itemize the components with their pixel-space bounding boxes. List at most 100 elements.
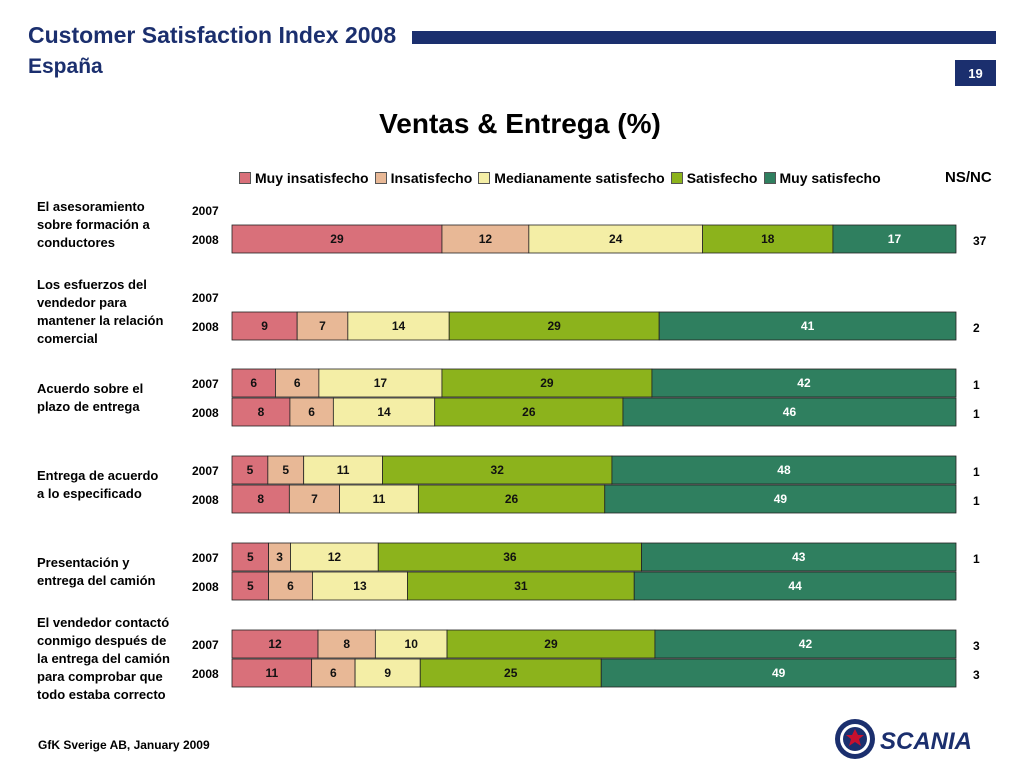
bar-value-label: 29 (544, 637, 558, 651)
bar-value-label: 9 (261, 319, 268, 333)
year-label: 2008 (192, 580, 219, 594)
bar-value-label: 8 (343, 637, 350, 651)
legend-item: Muy satisfecho (763, 170, 881, 186)
bar-segment (296, 311, 349, 341)
bar-value-label: 6 (250, 376, 257, 390)
bar-value-label: 31 (514, 579, 528, 593)
legend-label: Muy insatisfecho (255, 170, 369, 186)
bar-segment (231, 368, 276, 398)
bar-value-label: 24 (609, 232, 623, 246)
category-label: conmigo después de (37, 633, 166, 648)
legend-swatch (239, 172, 251, 184)
bar-segment (374, 629, 448, 659)
bar-segment (347, 311, 450, 341)
bar-value-label: 7 (311, 492, 318, 506)
bar-value-label: 5 (247, 579, 254, 593)
bar-segment (448, 311, 660, 341)
bar-value-label: 26 (505, 492, 519, 506)
year-label: 2007 (192, 638, 219, 652)
nsnc-value: 2 (973, 321, 980, 335)
bar-segment (318, 368, 443, 398)
category-label: todo estaba correcto (37, 687, 166, 702)
bar-segment (268, 571, 313, 601)
legend-item: Muy insatisfecho (239, 170, 369, 186)
year-label: 2008 (192, 406, 219, 420)
bar-value-label: 5 (247, 550, 254, 564)
bar-segment (407, 571, 635, 601)
bar-value-label: 42 (799, 637, 813, 651)
legend-item: Insatisfecho (374, 170, 473, 186)
bar-value-label: 36 (503, 550, 517, 564)
bar-value-label: 11 (337, 463, 350, 477)
legend-label: Muy satisfecho (779, 170, 881, 186)
category-label: Acuerdo sobre el (37, 381, 143, 396)
nsnc-column-header: NS/NC (945, 169, 992, 186)
bar-segment (528, 224, 704, 254)
bar-segment (702, 224, 834, 254)
bar-segment (311, 658, 356, 688)
category-label: conductores (37, 235, 115, 250)
bar-segment (633, 571, 957, 601)
bar-value-label: 5 (247, 463, 254, 477)
bar-segment (641, 542, 957, 572)
bar-value-label: 10 (405, 637, 419, 651)
bar-segment (275, 368, 320, 398)
year-label: 2007 (192, 204, 219, 218)
bar-value-label: 29 (548, 319, 562, 333)
bar-value-label: 49 (772, 666, 786, 680)
bar-segment (600, 658, 957, 688)
bar-segment (441, 368, 653, 398)
footer-source: GfK Sverige AB, January 2009 (38, 738, 210, 752)
bar-value-label: 14 (392, 319, 406, 333)
bar-value-label: 44 (788, 579, 802, 593)
bar-segment (354, 658, 421, 688)
nsnc-value: 1 (973, 552, 980, 566)
bar-value-label: 6 (330, 666, 337, 680)
bar-value-label: 12 (479, 232, 493, 246)
category-label: para comprobar que (37, 669, 163, 684)
bar-segment (339, 484, 419, 514)
year-label: 2008 (192, 667, 219, 681)
bar-value-label: 25 (504, 666, 518, 680)
bar-value-label: 8 (258, 405, 265, 419)
category-label: El vendedor contactó (37, 615, 169, 630)
bar-segment (658, 311, 957, 341)
bar-value-label: 5 (282, 463, 289, 477)
scania-logo: SCANIA (835, 719, 972, 759)
category-label: mantener la relación (37, 313, 163, 328)
bar-segment (332, 397, 436, 427)
nsnc-value: 1 (973, 378, 980, 392)
bar-value-label: 3 (276, 550, 283, 564)
bar-segment (434, 397, 624, 427)
bar-value-label: 48 (777, 463, 791, 477)
bar-segment (312, 571, 408, 601)
bar-segment (231, 224, 443, 254)
bar-value-label: 29 (330, 232, 344, 246)
bar-value-label: 17 (374, 376, 388, 390)
bar-segment (231, 629, 319, 659)
bar-value-label: 26 (522, 405, 536, 419)
scania-wordmark: SCANIA (880, 728, 972, 755)
bar-value-label: 12 (328, 550, 342, 564)
bar-value-label: 49 (774, 492, 788, 506)
bar-value-label: 6 (308, 405, 315, 419)
category-label: comercial (37, 331, 98, 346)
nsnc-value: 1 (973, 407, 980, 421)
legend-swatch (478, 172, 491, 184)
bar-value-label: 29 (540, 376, 554, 390)
bar-value-label: 46 (783, 405, 797, 419)
nsnc-value: 1 (973, 465, 980, 479)
header-title: Customer Satisfaction Index 2008 (28, 22, 397, 48)
bar-value-label: 8 (257, 492, 264, 506)
bar-segment (604, 484, 957, 514)
legend-label: Satisfecho (686, 170, 758, 186)
bar-value-label: 11 (373, 492, 386, 506)
legend-label: Insatisfecho (390, 170, 473, 186)
bar-segment (651, 368, 957, 398)
bar-segment (446, 629, 656, 659)
year-label: 2008 (192, 320, 219, 334)
page-number-badge: 19 (955, 60, 996, 86)
bar-value-label: 13 (353, 579, 367, 593)
